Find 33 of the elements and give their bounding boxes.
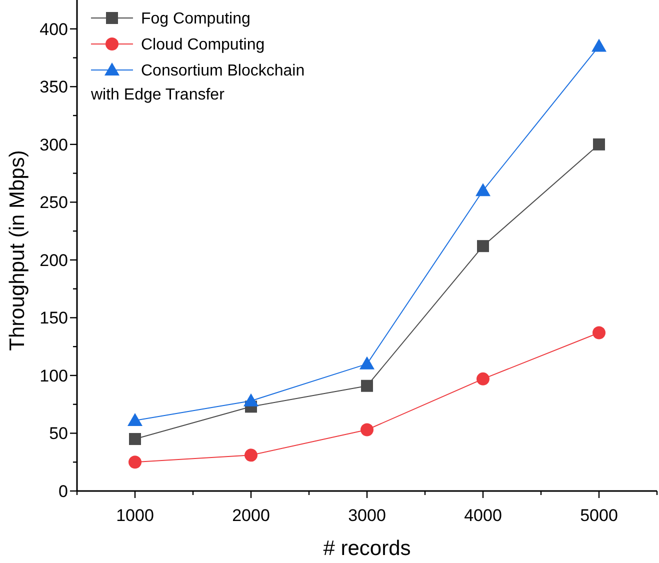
point [128,456,142,469]
legend-label: Fog Computing [141,10,250,28]
x-tick-label: 3000 [348,506,386,525]
point [476,372,490,386]
point [360,423,374,436]
x-tick-label: 2000 [232,506,270,525]
legend-label: Consortium Blockchain with Edge Transfer [90,62,305,104]
y-tick-label: 350 [40,78,68,97]
x-tick-label: 1000 [116,506,154,525]
x-tick-label: 4000 [464,506,502,525]
point [477,240,489,252]
y-tick-label: 100 [40,366,68,386]
x-tick-label: 5000 [580,506,618,525]
legend-label: Cloud Computing [141,36,265,54]
y-tick-label: 0 [58,482,68,501]
point [244,448,258,462]
point [129,433,141,446]
y-tick-label: 400 [40,20,68,39]
point [592,326,606,340]
point [361,380,373,392]
y-tick-label: 200 [40,250,68,270]
y-tick-label: 150 [40,308,68,328]
point [128,413,142,426]
point [476,183,490,196]
y-tick-label: 50 [49,424,68,444]
x-axis-title: # records [323,537,411,560]
point [593,138,605,150]
point [244,393,258,406]
y-tick-label: 250 [40,193,68,212]
point [592,38,606,52]
point [360,356,374,370]
y-tick-label: 300 [40,135,68,154]
y-axis-title: Throughput (in Mbps) [6,150,29,351]
